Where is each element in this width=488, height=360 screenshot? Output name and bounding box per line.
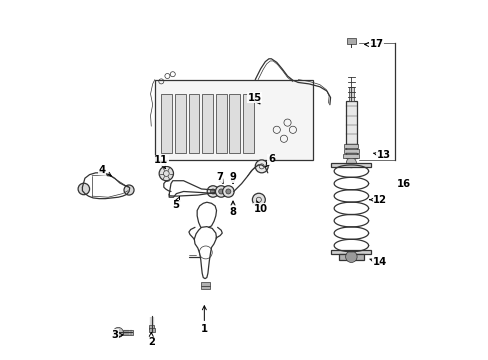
Text: 7: 7 bbox=[216, 172, 223, 183]
Bar bbox=[330, 249, 371, 254]
Bar bbox=[330, 163, 371, 167]
Text: 8: 8 bbox=[229, 201, 236, 217]
Text: 17: 17 bbox=[364, 40, 383, 49]
Circle shape bbox=[252, 193, 265, 206]
Text: 5: 5 bbox=[172, 197, 179, 210]
Circle shape bbox=[215, 186, 226, 197]
Text: 16: 16 bbox=[396, 179, 410, 189]
Circle shape bbox=[207, 186, 218, 197]
Text: 2: 2 bbox=[147, 332, 154, 347]
Text: 11: 11 bbox=[154, 155, 168, 168]
Bar bbox=[346, 101, 356, 158]
Text: 13: 13 bbox=[372, 150, 390, 160]
Circle shape bbox=[124, 185, 134, 195]
Bar bbox=[344, 144, 358, 148]
Bar bbox=[343, 149, 358, 153]
Text: 14: 14 bbox=[369, 257, 386, 267]
Bar bbox=[346, 38, 355, 44]
Bar bbox=[243, 94, 253, 153]
Circle shape bbox=[159, 166, 173, 181]
Text: 4: 4 bbox=[98, 165, 111, 176]
Circle shape bbox=[210, 189, 215, 194]
Bar bbox=[215, 94, 226, 153]
Circle shape bbox=[113, 327, 123, 337]
Bar bbox=[122, 330, 132, 335]
Bar bbox=[175, 94, 185, 153]
Bar bbox=[149, 325, 154, 329]
Text: 6: 6 bbox=[265, 154, 274, 167]
Bar bbox=[149, 328, 155, 332]
Bar bbox=[201, 282, 210, 286]
Bar bbox=[229, 94, 240, 153]
Bar bbox=[188, 94, 199, 153]
Circle shape bbox=[346, 158, 356, 168]
Circle shape bbox=[218, 189, 223, 194]
Circle shape bbox=[225, 189, 230, 194]
Circle shape bbox=[255, 160, 267, 173]
Bar bbox=[201, 286, 210, 289]
Bar bbox=[339, 254, 363, 260]
Circle shape bbox=[78, 183, 89, 195]
Text: 9: 9 bbox=[229, 172, 236, 183]
Text: 15: 15 bbox=[247, 93, 261, 104]
Circle shape bbox=[222, 186, 234, 197]
Bar bbox=[161, 94, 172, 153]
Text: 12: 12 bbox=[369, 195, 386, 205]
Bar bbox=[202, 94, 212, 153]
Bar bbox=[348, 87, 353, 101]
Text: 3: 3 bbox=[111, 330, 123, 340]
Bar bbox=[343, 154, 359, 158]
Text: 10: 10 bbox=[253, 201, 267, 214]
Bar bbox=[155, 80, 312, 160]
Circle shape bbox=[345, 251, 356, 262]
Text: 1: 1 bbox=[201, 306, 207, 334]
